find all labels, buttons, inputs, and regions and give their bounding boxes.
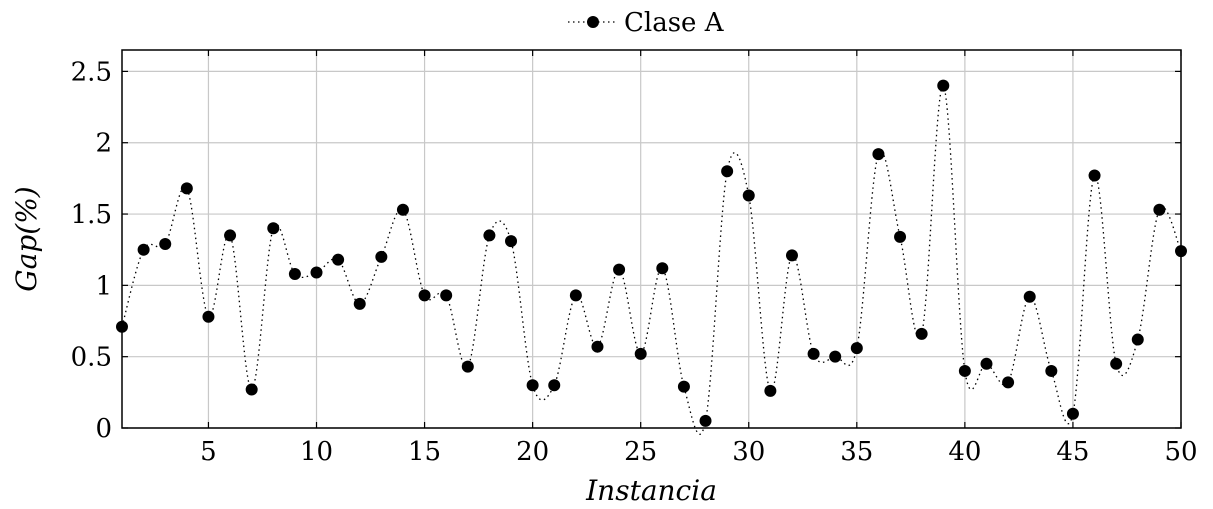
data-point [267, 222, 280, 235]
y-tick-label: 0.5 [71, 343, 112, 373]
grid [122, 50, 1182, 429]
data-point [677, 380, 690, 393]
data-point [396, 203, 409, 216]
data-point [894, 230, 907, 243]
x-tick-label: 25 [624, 437, 657, 467]
data-point [418, 289, 431, 302]
data-point [785, 249, 798, 262]
series-line [121, 84, 1182, 435]
data-point [245, 383, 258, 396]
data-point [1045, 364, 1058, 377]
data-point [829, 350, 842, 363]
data-point [937, 79, 950, 92]
x-axis: 5 10 15 20 25 30 35 40 45 50 [200, 50, 1198, 467]
y-tick-label: 1.5 [71, 200, 112, 230]
x-tick-label: 30 [732, 437, 765, 467]
data-point [483, 229, 496, 242]
data-point [548, 379, 561, 392]
legend-marker [587, 16, 599, 28]
data-point [159, 237, 172, 250]
x-tick-label: 10 [300, 437, 333, 467]
y-tick-label: 2 [95, 129, 112, 159]
data-point [656, 262, 669, 275]
data-point [461, 360, 474, 373]
data-point [1023, 290, 1036, 303]
data-point [353, 297, 366, 310]
data-point [375, 250, 388, 263]
x-tick-label: 45 [1056, 437, 1089, 467]
legend: Clase A [568, 8, 725, 38]
data-point [807, 347, 820, 360]
data-point [202, 310, 215, 323]
y-tick-label: 2.5 [71, 57, 112, 87]
data-point [1131, 333, 1144, 346]
data-point [505, 235, 518, 248]
y-tick-label: 0 [95, 414, 112, 444]
x-tick-label: 5 [200, 437, 217, 467]
x-tick-label: 15 [408, 437, 441, 467]
series-layer [116, 79, 1187, 435]
x-tick-label: 40 [948, 437, 981, 467]
data-point [310, 266, 323, 279]
data-point [634, 347, 647, 360]
data-point [980, 357, 993, 370]
data-point [1066, 407, 1079, 420]
data-point [721, 165, 734, 178]
data-point [288, 267, 301, 280]
plot-frame [121, 49, 1182, 429]
data-point [1002, 376, 1015, 389]
data-point [872, 148, 885, 161]
data-point [569, 289, 582, 302]
data-point [137, 243, 150, 256]
y-axis-title: Gap(%) [10, 186, 43, 291]
data-point [1153, 203, 1166, 216]
data-point [224, 229, 237, 242]
data-point [180, 182, 193, 195]
data-point [764, 384, 777, 397]
x-tick-label: 35 [840, 437, 873, 467]
data-point [1110, 357, 1123, 370]
data-point [850, 342, 863, 355]
data-point [958, 364, 971, 377]
data-point [440, 289, 453, 302]
data-point [699, 414, 712, 427]
data-point [591, 340, 604, 353]
x-tick-label: 50 [1164, 437, 1197, 467]
y-axis: 0 0.5 1 1.5 2 2.5 [71, 57, 1181, 444]
x-tick-label: 20 [516, 437, 549, 467]
data-point [613, 263, 626, 276]
data-point [332, 253, 345, 266]
data-point [915, 327, 928, 340]
data-point [1088, 169, 1101, 182]
legend-label: Clase A [624, 8, 725, 38]
data-point [742, 189, 755, 202]
data-point [526, 379, 539, 392]
x-axis-title: Instancia [585, 474, 717, 507]
y-tick-label: 1 [95, 271, 112, 301]
